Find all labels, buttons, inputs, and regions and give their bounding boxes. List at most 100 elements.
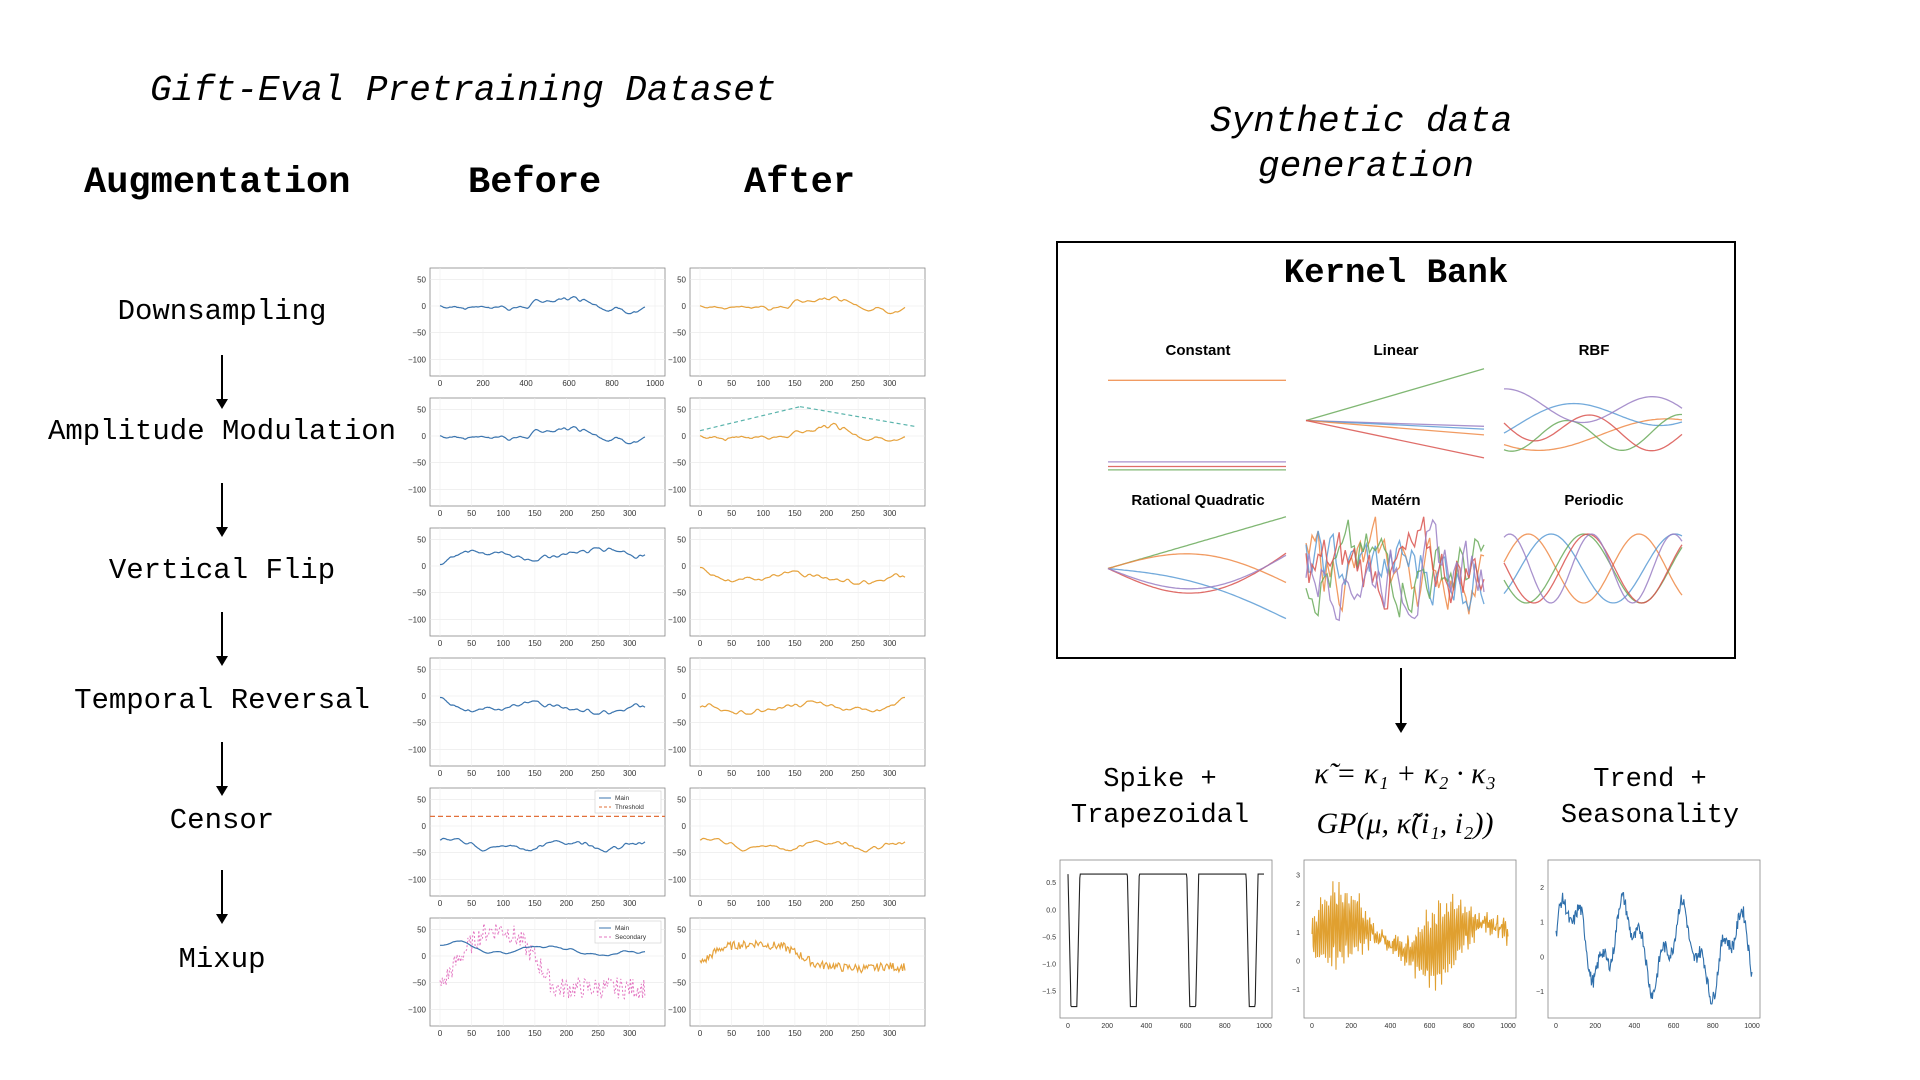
linear-kernel-line xyxy=(1305,419,1485,430)
y-tick-label: −50 xyxy=(412,589,426,598)
y-tick-label: 50 xyxy=(417,535,426,544)
rbf-kernel-line xyxy=(1503,414,1683,452)
series-line xyxy=(699,696,905,715)
y-tick-label: 50 xyxy=(677,665,686,674)
x-tick-label: 0 xyxy=(438,509,443,518)
plot-frame xyxy=(689,917,926,1027)
x-tick-label: 800 xyxy=(605,379,619,388)
x-tick-label: 0 xyxy=(438,769,443,778)
x-tick-label: 300 xyxy=(883,769,897,778)
spike-label-line2: Trapezoidal xyxy=(1070,801,1250,831)
plot-before-1: 50 0 −50 −100 0 50 100 150 200 250 300 xyxy=(408,397,666,518)
x-tick-label: 100 xyxy=(757,509,771,518)
right-title-line2: generation xyxy=(1258,146,1475,187)
y-tick-label: −50 xyxy=(412,849,426,858)
series-line xyxy=(440,547,646,566)
y-tick-label: 0 xyxy=(682,952,687,961)
x-tick-label: 300 xyxy=(883,509,897,518)
kernel-name-rational-quadratic: Rational Quadratic xyxy=(1131,492,1265,509)
plot-frame xyxy=(689,657,926,767)
y-tick-label: −100 xyxy=(408,615,427,624)
x-tick-label: 200 xyxy=(560,899,574,908)
x-tick-label: 200 xyxy=(560,769,574,778)
linear-kernel-line xyxy=(1305,368,1485,422)
plot-after-4: 50 0 −50 −100 0 50 100 150 200 250 300 xyxy=(668,787,926,908)
x-tick-label: 250 xyxy=(851,899,865,908)
output-label-trend: Trend + Seasonality xyxy=(1540,762,1760,834)
y-tick-label: 50 xyxy=(677,535,686,544)
arrow-down-4 xyxy=(216,742,228,796)
x-tick-label: 250 xyxy=(591,899,605,908)
arrow-kernel-to-outputs xyxy=(1395,668,1407,733)
right-title-line1: Synthetic data xyxy=(1210,101,1513,142)
arrow-down-5 xyxy=(216,870,228,924)
x-tick-label: 50 xyxy=(727,1029,736,1038)
x-tick-label: 0 xyxy=(698,509,703,518)
x-tick-label: 50 xyxy=(727,509,736,518)
plot-frame xyxy=(689,267,926,377)
plot-frame xyxy=(689,397,926,507)
x-tick-label: 250 xyxy=(591,1029,605,1038)
trend-label-line1: Trend + xyxy=(1593,765,1707,795)
x-tick-label: 0 xyxy=(698,1029,703,1038)
legend-box xyxy=(594,790,662,814)
x-tick-label: 200 xyxy=(820,379,834,388)
x-tick-label: 250 xyxy=(851,769,865,778)
x-tick-label: 200 xyxy=(560,639,574,648)
y-tick-label: 50 xyxy=(677,405,686,414)
aug-label-downsampling: Downsampling xyxy=(117,295,327,328)
x-tick-label: 100 xyxy=(497,769,511,778)
legend-box xyxy=(594,920,662,944)
plot-after-0: 50 0 −50 −100 0 50 100 150 200 250 300 xyxy=(668,267,926,388)
linear-kernel-line xyxy=(1305,419,1485,459)
header-before: Before xyxy=(468,162,602,204)
x-tick-label: 300 xyxy=(883,899,897,908)
y-tick-label: −100 xyxy=(668,1005,687,1014)
kernel-name-periodic: Periodic xyxy=(1564,492,1624,509)
kernel-bank-box: Kernel Bank Constant Linear RBF Rational… xyxy=(1056,241,1736,659)
y-tick-label: 50 xyxy=(677,795,686,804)
x-tick-label: 250 xyxy=(591,639,605,648)
x-tick-label: 100 xyxy=(497,509,511,518)
x-tick-label: 50 xyxy=(727,769,736,778)
x-tick-label: 1000 xyxy=(646,379,664,388)
x-tick-label: 0 xyxy=(438,639,443,648)
y-tick-label: −50 xyxy=(672,979,686,988)
y-tick-label: −100 xyxy=(668,875,687,884)
x-tick-label: 200 xyxy=(476,379,490,388)
y-tick-label: −50 xyxy=(412,329,426,338)
x-tick-label: 150 xyxy=(788,379,802,388)
plot-frame xyxy=(689,527,926,637)
plot-after-3: 50 0 −50 −100 0 50 100 150 200 250 300 xyxy=(668,657,926,778)
y-tick-label: 50 xyxy=(677,925,686,934)
y-tick-label: 0 xyxy=(422,692,427,701)
x-tick-label: 0 xyxy=(698,639,703,648)
y-tick-label: 0 xyxy=(422,952,427,961)
x-tick-label: 300 xyxy=(623,509,637,518)
y-tick-label: 0 xyxy=(682,822,687,831)
spike-label-line1: Spike + xyxy=(1103,765,1217,795)
y-tick-label: 50 xyxy=(417,275,426,284)
y-tick-label: −50 xyxy=(412,979,426,988)
legend-label: Threshold xyxy=(615,804,644,811)
header-after: After xyxy=(744,162,856,204)
x-tick-label: 200 xyxy=(560,509,574,518)
periodic-kernel-line xyxy=(1503,533,1683,604)
x-tick-label: 100 xyxy=(757,379,771,388)
x-tick-label: 150 xyxy=(788,1029,802,1038)
x-tick-label: 100 xyxy=(497,899,511,908)
arrow-down-1 xyxy=(216,355,228,409)
y-tick-label: −100 xyxy=(408,875,427,884)
y-tick-label: −100 xyxy=(668,615,687,624)
x-tick-label: 150 xyxy=(788,899,802,908)
y-tick-label: 50 xyxy=(677,275,686,284)
kernel-name-matern: Matérn xyxy=(1371,492,1421,509)
x-tick-label: 300 xyxy=(883,379,897,388)
y-tick-label: −100 xyxy=(408,745,427,754)
x-tick-label: 150 xyxy=(528,639,542,648)
x-tick-label: 600 xyxy=(562,379,576,388)
x-tick-label: 0 xyxy=(438,379,443,388)
aug-label-censor: Censor xyxy=(169,804,275,837)
kernel-name-linear: Linear xyxy=(1373,342,1419,359)
x-tick-label: 50 xyxy=(727,639,736,648)
